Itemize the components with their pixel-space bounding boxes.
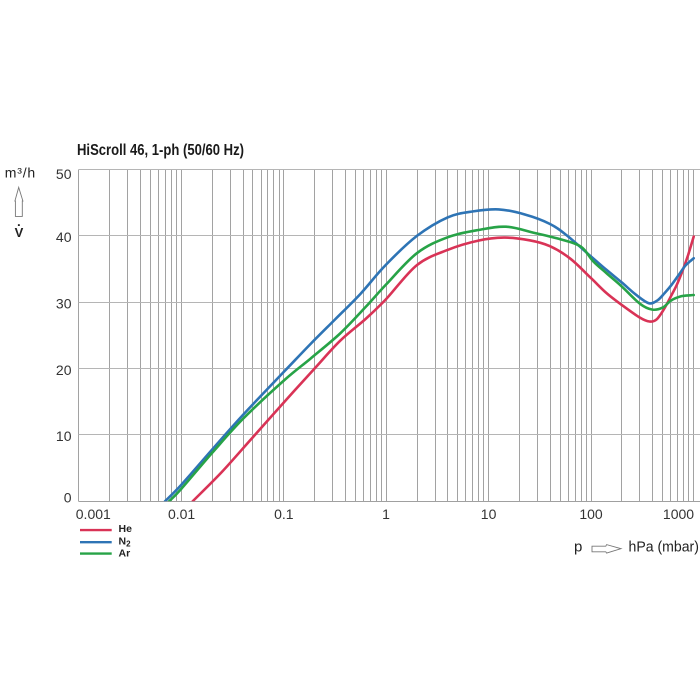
svg-text:V: V	[15, 225, 24, 240]
svg-text:Ar: Ar	[119, 548, 131, 560]
svg-text:hPa (mbar): hPa (mbar)	[629, 539, 699, 556]
svg-text:40: 40	[56, 229, 72, 245]
svg-text:0.1: 0.1	[274, 506, 294, 522]
svg-text:100: 100	[579, 506, 603, 522]
svg-text:0: 0	[64, 489, 72, 505]
svg-text:0.01: 0.01	[168, 506, 195, 522]
svg-text:HiScroll 46, 1-ph (50/60 Hz): HiScroll 46, 1-ph (50/60 Hz)	[77, 142, 244, 159]
svg-text:10: 10	[481, 506, 497, 522]
svg-text:1: 1	[382, 506, 390, 522]
svg-text:N2: N2	[119, 535, 132, 548]
svg-text:10: 10	[56, 428, 72, 444]
svg-text:20: 20	[56, 362, 72, 378]
svg-text:He: He	[119, 523, 133, 535]
svg-text:p: p	[574, 539, 582, 556]
svg-text:50: 50	[56, 166, 72, 182]
svg-text:0.001: 0.001	[76, 506, 111, 522]
svg-text:m³/h: m³/h	[5, 165, 36, 181]
svg-text:30: 30	[56, 296, 72, 312]
svg-text:1000: 1000	[663, 506, 694, 522]
